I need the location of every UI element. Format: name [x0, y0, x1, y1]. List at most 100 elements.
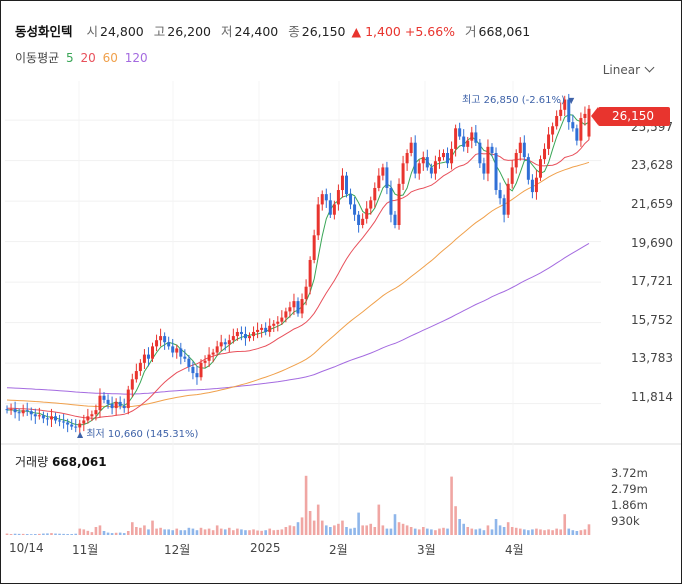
volume-bar — [191, 528, 195, 535]
volume-bar — [518, 528, 522, 535]
ma5-legend[interactable]: 5 — [66, 51, 74, 65]
candle-body — [215, 346, 219, 353]
scale-dropdown[interactable]: Linear — [603, 62, 655, 77]
volume-bar — [389, 528, 393, 535]
candle-body — [272, 323, 276, 326]
volume-tick: 1.86m — [611, 498, 648, 512]
candle-body — [62, 421, 66, 423]
candle-body — [389, 187, 393, 215]
volume-bar — [29, 534, 33, 535]
volume-bar — [442, 527, 445, 535]
volume-bar — [478, 528, 482, 535]
volume-bar — [365, 525, 369, 535]
volume-bar — [284, 527, 288, 535]
volume-bar — [203, 529, 207, 535]
candle-body — [248, 336, 252, 339]
ma120-line — [6, 242, 590, 395]
x-tick: 3월 — [417, 543, 436, 557]
y-tick: 15,752 — [631, 313, 673, 327]
ma20-legend[interactable]: 20 — [80, 51, 96, 65]
candle-body — [167, 342, 171, 347]
volume-bar — [102, 531, 106, 535]
candle-body — [587, 108, 591, 137]
volume-bar — [466, 527, 470, 535]
volume-bar — [256, 530, 259, 535]
high-value: 26,200 — [167, 24, 212, 39]
candle-body — [502, 198, 506, 215]
volume-bar — [9, 534, 13, 535]
candle-body — [70, 424, 74, 427]
stock-name: 동성화인텍 — [15, 24, 73, 39]
candle-body — [373, 187, 377, 201]
candle-body — [522, 142, 526, 158]
volume-bar — [248, 530, 251, 535]
volume-bar — [397, 522, 401, 535]
volume-bar — [494, 519, 498, 535]
volume-bar — [276, 529, 280, 535]
volume-panel-value: 668,061 — [51, 455, 107, 469]
volume-bar — [571, 530, 575, 535]
candle-body — [405, 153, 409, 164]
candle-body — [130, 379, 134, 390]
candle-body — [429, 167, 433, 174]
volume-value: 668,061 — [478, 24, 531, 39]
volume-bar — [510, 527, 514, 535]
x-tick: 11월 — [72, 543, 99, 557]
candle-body — [328, 200, 332, 215]
ma60-line — [6, 161, 590, 408]
volume-bar — [413, 528, 417, 535]
candle-body — [510, 167, 514, 184]
ma120-legend[interactable]: 120 — [124, 51, 148, 65]
candle-body — [514, 153, 518, 168]
candle-body — [547, 134, 551, 149]
candle-body — [260, 327, 264, 330]
volume-bar — [139, 527, 142, 535]
volume-bar — [470, 528, 474, 535]
y-tick: 13,783 — [631, 351, 673, 365]
volume-bar — [195, 530, 199, 535]
volume-bar — [252, 529, 255, 535]
volume-bar — [349, 528, 352, 535]
candle-body — [357, 214, 361, 225]
volume-bar — [135, 527, 138, 535]
candle-body — [563, 99, 567, 110]
candle-body — [66, 422, 70, 425]
change-percent: +5.66% — [404, 24, 456, 39]
volume-bar — [543, 530, 546, 535]
volume-bar — [272, 530, 276, 535]
candle-body — [78, 423, 82, 428]
volume-bar — [547, 529, 550, 535]
y-tick: 17,721 — [631, 274, 673, 288]
candle-body — [397, 183, 401, 225]
volume-bar — [46, 533, 49, 535]
volume-bar — [535, 528, 538, 535]
volume-bar — [579, 530, 583, 535]
candle-body — [235, 331, 239, 337]
candle-body — [98, 395, 102, 411]
volume-bar — [523, 529, 526, 535]
volume-bar — [567, 528, 571, 535]
x-tick: 2월 — [329, 543, 348, 557]
candle-body — [239, 331, 243, 335]
ma60-legend[interactable]: 60 — [102, 51, 118, 65]
candle-body — [377, 175, 381, 188]
volume-bar — [377, 504, 381, 535]
candle-body — [17, 412, 21, 414]
moving-average-legend[interactable]: 이동평균 5 20 60 120 — [15, 49, 151, 66]
y-tick: 23,628 — [631, 158, 673, 172]
candle-body — [526, 157, 530, 180]
x-tick: 2025 — [250, 541, 281, 555]
volume-bar — [260, 530, 263, 535]
volume-bar — [122, 533, 126, 535]
candle-body — [159, 336, 163, 341]
candle-body — [288, 307, 292, 312]
candle-body — [33, 414, 37, 417]
candle-body — [264, 327, 268, 332]
x-tick: 10/14 — [9, 541, 44, 555]
candle-body — [361, 218, 365, 225]
candle-body — [151, 346, 155, 359]
candle-body — [13, 409, 17, 413]
candle-body — [110, 403, 114, 409]
volume-bar — [551, 530, 554, 535]
